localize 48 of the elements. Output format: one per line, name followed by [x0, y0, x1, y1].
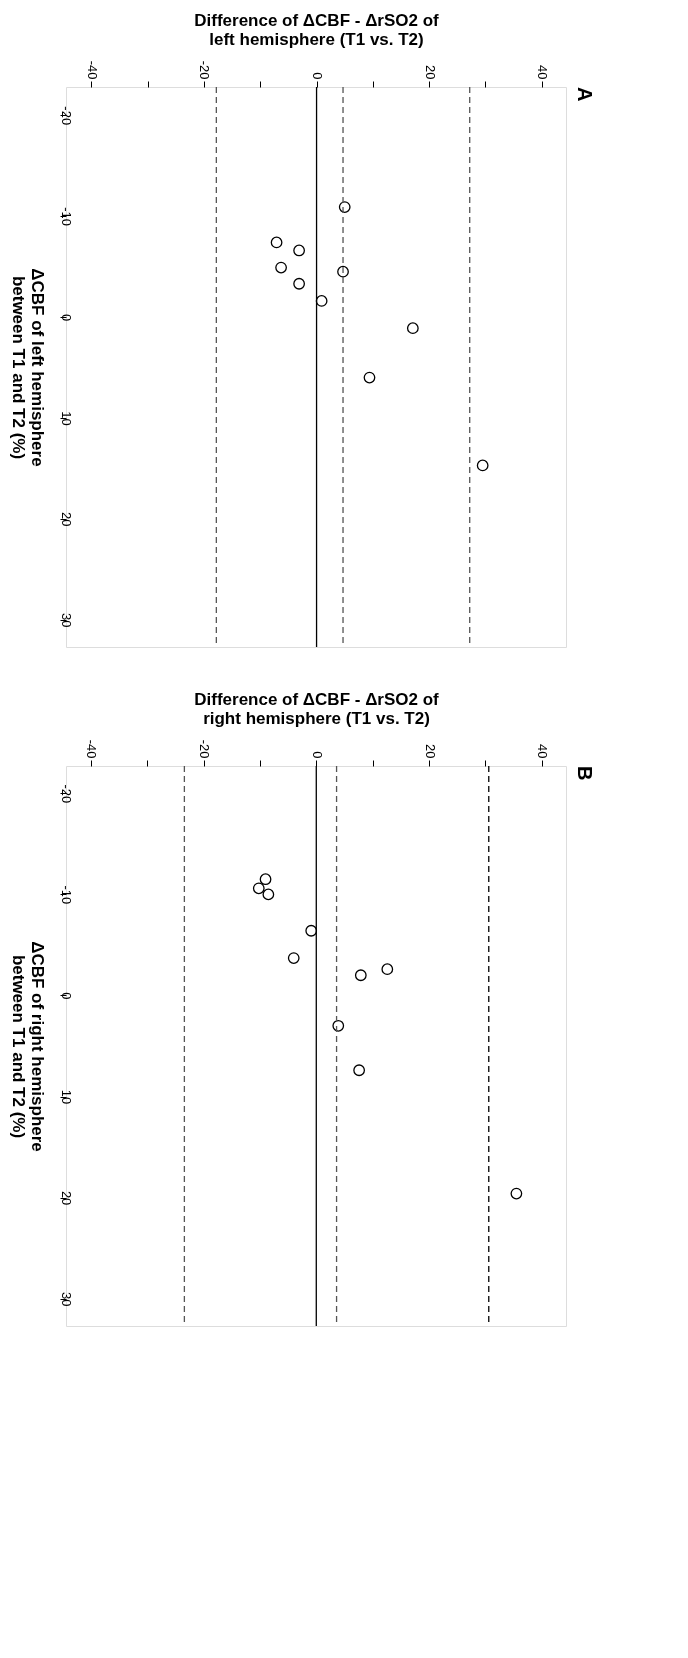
y-tick-label: -10 [58, 207, 74, 227]
point [406, 322, 419, 335]
point [287, 952, 300, 964]
y-tick-label: 10 [58, 1089, 74, 1105]
point [337, 265, 349, 278]
point [354, 969, 367, 982]
x-tick-label: 20 [422, 744, 438, 759]
point [293, 277, 305, 290]
point [381, 963, 394, 976]
point [252, 882, 265, 895]
y-tick-label: 30 [58, 1291, 74, 1307]
point [275, 261, 287, 274]
x-tick-label: -40 [84, 60, 100, 80]
y-axis-title: ΔCBF of left hemisphere between T1 and T2 (%) [8, 268, 47, 467]
x-axis-title: Difference of ΔCBF - ΔrSO2 of left hemisphere (T1 vs. T2) [194, 10, 440, 49]
y-tick-label: 20 [58, 512, 74, 527]
y-tick-label: 0 [58, 313, 74, 322]
point [363, 371, 376, 384]
x-tick-label: 40 [535, 65, 551, 80]
x-tick-label: 0 [310, 72, 326, 80]
x-tick-label: 20 [422, 65, 438, 80]
x-tick-label: -20 [197, 60, 213, 80]
point [262, 888, 275, 901]
chart-title: A [574, 87, 596, 102]
y-tick-label: 30 [58, 613, 74, 628]
y-axis-title: ΔCBF of right hemisphere between T1 and T2 (%) [8, 941, 47, 1152]
x-tick-label: -20 [197, 739, 213, 759]
x-axis-title: Difference of ΔCBF - ΔrSO2 of right hemisphere (T1 vs. T2) [194, 689, 440, 728]
point [270, 236, 283, 249]
x-tick-label: 0 [309, 751, 325, 759]
point [332, 1019, 345, 1032]
y-tick-label: -20 [58, 106, 74, 126]
x-tick-label: -40 [84, 739, 100, 759]
chart-title: B [574, 766, 596, 781]
point [259, 873, 272, 886]
y-tick-label: -20 [58, 784, 74, 804]
y-tick-label: -10 [58, 885, 74, 905]
x-tick-label: 40 [535, 744, 551, 759]
point [510, 1187, 523, 1200]
point [338, 201, 351, 213]
point [315, 295, 328, 307]
point [476, 459, 489, 472]
point [353, 1064, 366, 1077]
point [305, 924, 318, 937]
y-tick-label: 0 [58, 992, 74, 1000]
y-tick-label: 20 [58, 1190, 74, 1206]
y-tick-label: 10 [58, 411, 74, 426]
point [293, 244, 305, 257]
